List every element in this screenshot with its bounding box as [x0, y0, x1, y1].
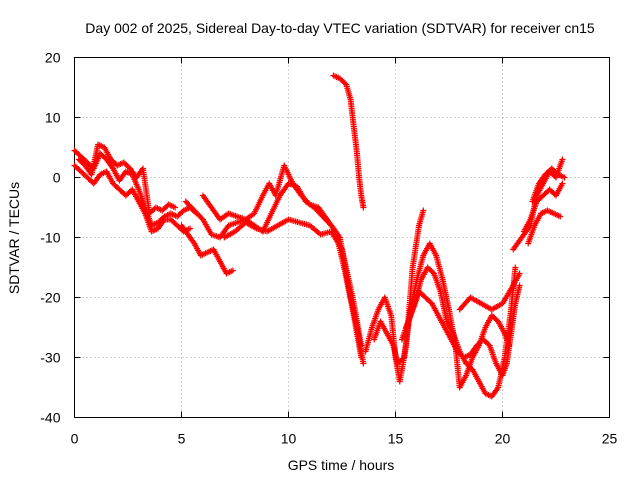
y-tick-label: 10	[45, 110, 61, 126]
data-point	[399, 355, 406, 362]
data-points	[71, 72, 568, 400]
data-point	[516, 282, 523, 289]
data-point	[172, 204, 179, 211]
series-arc-early-c	[75, 141, 179, 217]
data-point	[358, 342, 365, 349]
series-arc-steep	[330, 72, 367, 211]
data-point	[360, 204, 367, 211]
series-arc-mid-a	[178, 222, 236, 277]
x-tick-label: 25	[602, 431, 618, 447]
data-point	[229, 267, 236, 274]
series-arc-end-c	[525, 207, 564, 247]
data-point	[512, 264, 519, 271]
x-axis-label: GPS time / hours	[288, 457, 395, 473]
series-arc-end-d	[529, 165, 568, 205]
x-tick-label: 15	[388, 431, 404, 447]
y-tick-label: 0	[53, 170, 61, 186]
series-arc-early-a	[71, 147, 200, 229]
data-point	[341, 80, 348, 87]
data-point	[358, 354, 365, 361]
data-point	[187, 225, 194, 232]
axis-ticks: 0 5 10 15 20 25 -40 -30 -20 -10 0 10 20	[40, 50, 617, 447]
data-point	[559, 156, 566, 163]
series-arc-late-d	[403, 282, 523, 379]
series-arc-late-e	[456, 270, 523, 313]
y-axis-label: SDTVAR / TECUs	[6, 182, 22, 294]
y-tick-label: 20	[45, 50, 61, 66]
data-point	[561, 174, 568, 181]
series-arc-mid-d	[221, 216, 365, 349]
y-tick-label: -40	[40, 410, 60, 426]
x-tick-label: 20	[495, 431, 511, 447]
data-point	[420, 207, 427, 214]
series-arc-end-b	[520, 180, 566, 235]
data-point	[559, 180, 566, 187]
data-point	[516, 270, 523, 277]
data-point	[360, 360, 367, 367]
series-arc-end-a	[510, 156, 566, 253]
chart-title: Day 002 of 2025, Sidereal Day-to-day VTE…	[85, 20, 595, 36]
y-tick-label: -20	[40, 290, 60, 306]
y-tick-label: -10	[40, 230, 60, 246]
y-tick-label: -30	[40, 350, 60, 366]
x-tick-label: 5	[178, 431, 186, 447]
x-tick-label: 10	[281, 431, 297, 447]
data-point	[557, 213, 564, 220]
x-tick-label: 0	[71, 431, 79, 447]
